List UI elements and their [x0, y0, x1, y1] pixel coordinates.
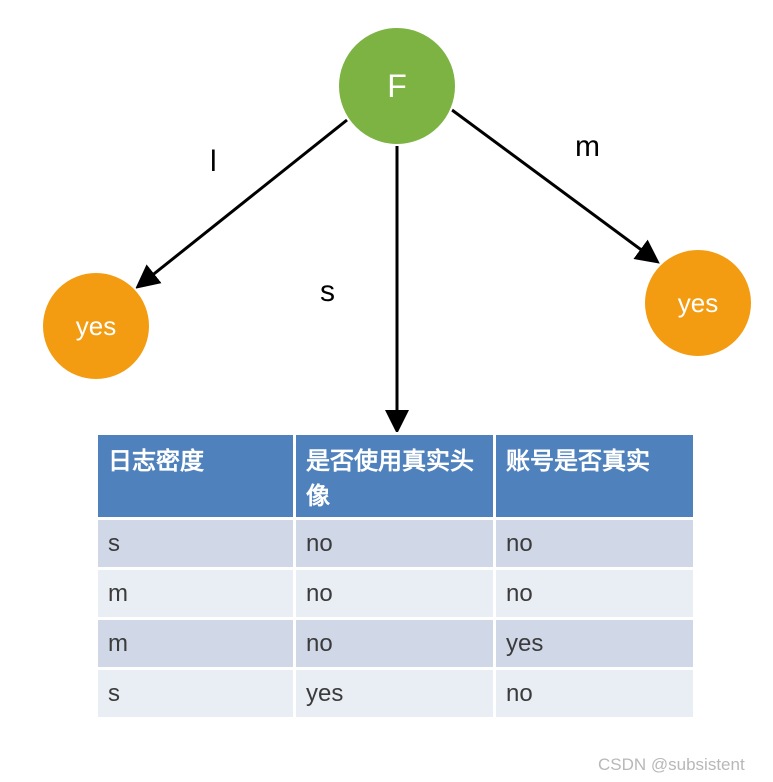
- right-leaf-label: yes: [678, 288, 718, 319]
- table-cell: no: [295, 619, 495, 669]
- table-cell: no: [295, 519, 495, 569]
- table-header-row: 日志密度 是否使用真实头像 账号是否真实: [97, 434, 695, 519]
- table-row: mnoyes: [97, 619, 695, 669]
- table-row: syesno: [97, 669, 695, 719]
- watermark: CSDN @subsistent: [598, 755, 745, 775]
- table-cell: yes: [295, 669, 495, 719]
- table-header-cell: 日志密度: [97, 434, 295, 519]
- table-cell: m: [97, 619, 295, 669]
- left-leaf-label: yes: [76, 311, 116, 342]
- table-row: mnono: [97, 569, 695, 619]
- data-table: 日志密度 是否使用真实头像 账号是否真实 snonomnonomnoyessye…: [95, 432, 696, 720]
- right-leaf-node: yes: [643, 248, 753, 358]
- table-header-cell: 是否使用真实头像: [295, 434, 495, 519]
- left-leaf-node: yes: [41, 271, 151, 381]
- root-node: F: [337, 26, 457, 146]
- table-cell: no: [495, 669, 695, 719]
- root-node-label: F: [387, 68, 407, 105]
- edge-right-label: m: [575, 130, 600, 164]
- edge-mid-label: s: [320, 275, 335, 309]
- table-body: snonomnonomnoyessyesno: [97, 519, 695, 719]
- edge-left-line: [140, 120, 347, 285]
- table-cell: no: [295, 569, 495, 619]
- table-cell: yes: [495, 619, 695, 669]
- edge-right-line: [452, 110, 655, 260]
- edge-left-label: l: [210, 145, 217, 179]
- table-cell: s: [97, 519, 295, 569]
- diagram-canvas: F yes yes l s m 日志密度 是否使用真实头像 账号是否真实 sno…: [0, 0, 773, 782]
- table-cell: no: [495, 519, 695, 569]
- table-header-cell: 账号是否真实: [495, 434, 695, 519]
- table-row: snono: [97, 519, 695, 569]
- table-cell: no: [495, 569, 695, 619]
- table-cell: m: [97, 569, 295, 619]
- table-cell: s: [97, 669, 295, 719]
